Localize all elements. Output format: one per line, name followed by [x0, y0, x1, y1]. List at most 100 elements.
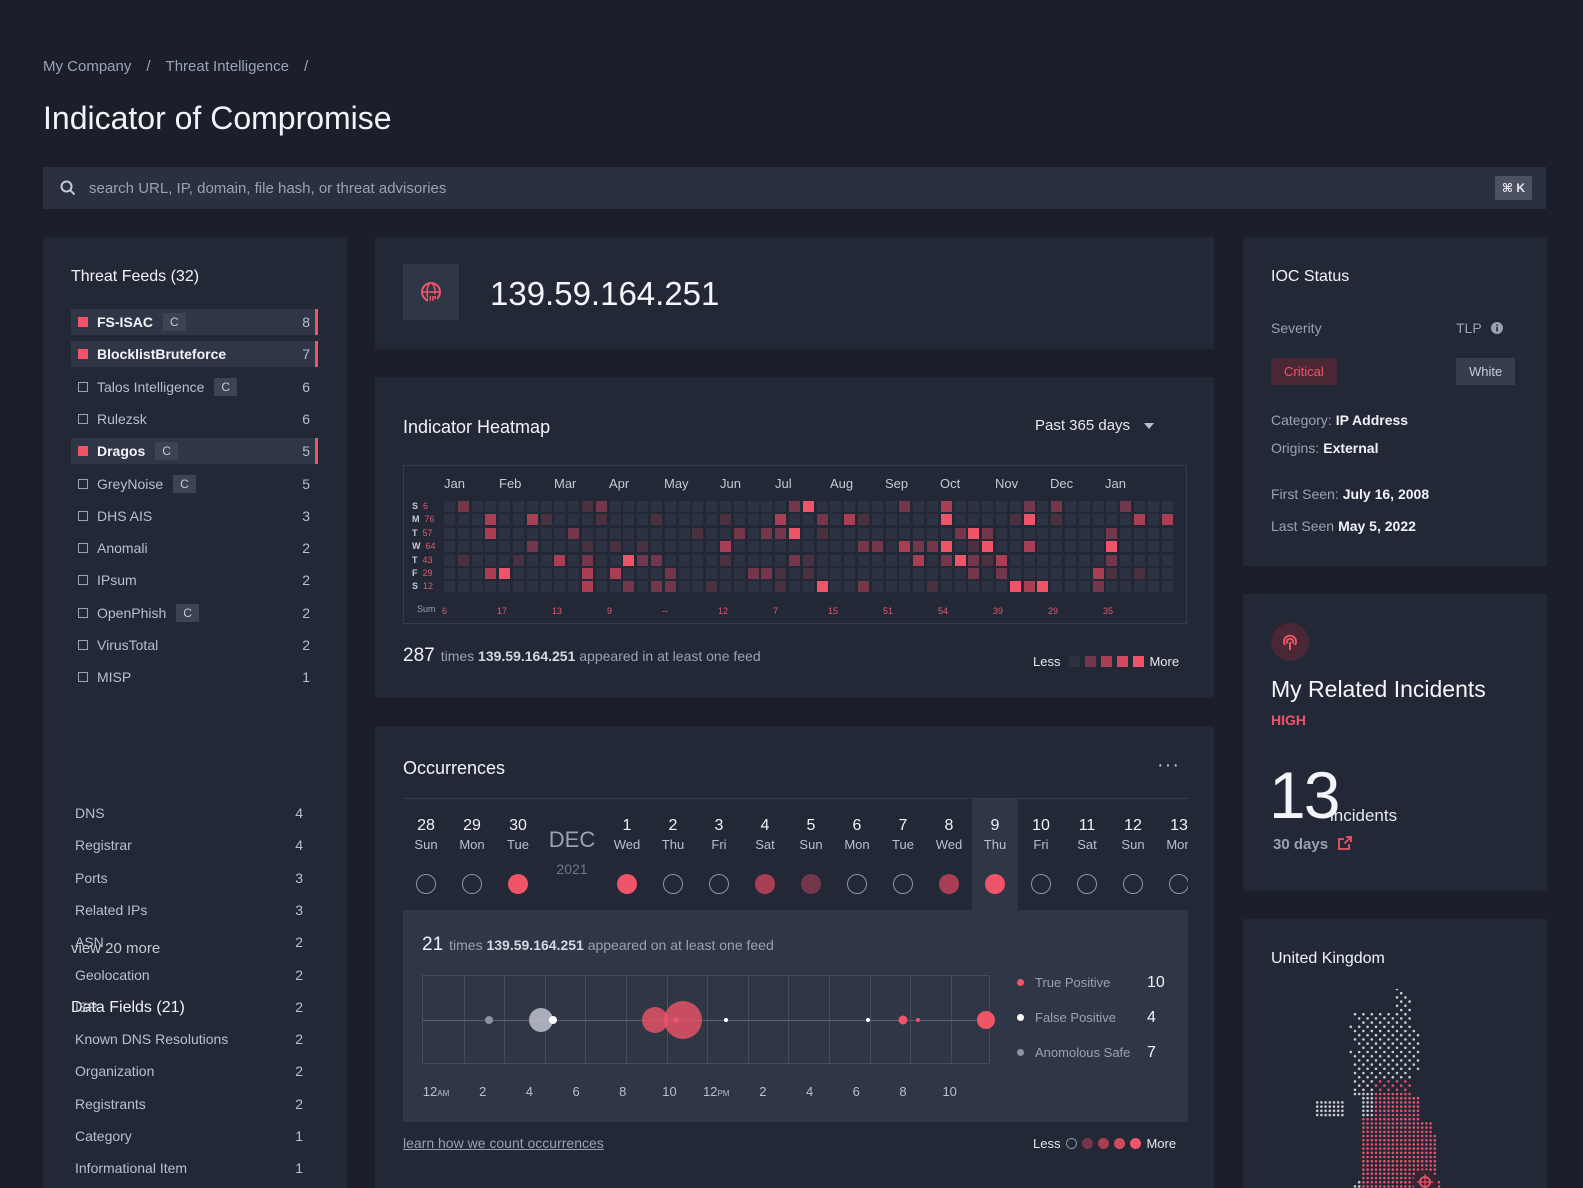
feed-checkbox[interactable] [78, 478, 88, 489]
heatmap-cell[interactable] [471, 514, 483, 526]
heatmap-cell[interactable] [1134, 568, 1145, 579]
heatmap-cell[interactable] [582, 527, 593, 539]
heatmap-cell[interactable] [526, 568, 538, 579]
heatmap-cell[interactable] [802, 501, 814, 512]
heatmap-cell[interactable] [678, 501, 690, 512]
heatmap-cell[interactable] [885, 568, 897, 579]
heatmap-cell[interactable] [1106, 527, 1118, 539]
heatmap-cell[interactable] [885, 541, 897, 553]
heatmap-cell[interactable] [1161, 501, 1173, 512]
heatmap-cell[interactable] [747, 541, 759, 553]
heatmap-cell[interactable] [664, 581, 676, 593]
heatmap-cell[interactable] [858, 527, 869, 539]
heatmap-cell[interactable] [1065, 514, 1076, 526]
heatmap-cell[interactable] [444, 514, 455, 526]
occurrence-dot[interactable] [893, 874, 913, 894]
heatmap-cell[interactable] [1023, 541, 1035, 553]
heatmap-cell[interactable] [582, 514, 593, 526]
day-column[interactable]: 5 Sun [788, 799, 834, 910]
heatmap-cell[interactable] [554, 527, 566, 539]
heatmap-cell[interactable] [692, 501, 704, 512]
heatmap-cell[interactable] [471, 541, 483, 553]
occurrence-bubble[interactable] [865, 1018, 870, 1022]
heatmap-cell[interactable] [651, 541, 662, 553]
heatmap-cell[interactable] [775, 514, 787, 526]
heatmap-cell[interactable] [761, 501, 773, 512]
heatmap-cell[interactable] [678, 514, 690, 526]
heatmap-cell[interactable] [637, 554, 649, 566]
heatmap-cell[interactable] [747, 527, 759, 539]
occurrence-dot[interactable] [939, 874, 959, 894]
occurrence-dot[interactable] [1123, 874, 1143, 894]
heatmap-cell[interactable] [913, 554, 925, 566]
occurrence-bubble[interactable] [673, 1017, 680, 1023]
heatmap-cell[interactable] [1147, 501, 1159, 512]
heatmap-cell[interactable] [513, 501, 524, 512]
feed-item[interactable]: Dragos C 5 [71, 438, 318, 465]
heatmap-cell[interactable] [623, 527, 635, 539]
heatmap-cell[interactable] [747, 554, 759, 566]
heatmap-cell[interactable] [444, 568, 455, 579]
heatmap-cell[interactable] [692, 527, 704, 539]
heatmap-cell[interactable] [940, 554, 952, 566]
more-menu-icon[interactable]: ··· [1157, 754, 1180, 776]
day-column[interactable]: 1 Wed [604, 799, 650, 910]
heatmap-cell[interactable] [595, 581, 607, 593]
heatmap-cell[interactable] [802, 541, 814, 553]
heatmap-cell[interactable] [664, 501, 676, 512]
occurrence-dot[interactable] [847, 874, 867, 894]
heatmap-cell[interactable] [651, 527, 662, 539]
heatmap-cell[interactable] [720, 554, 731, 566]
heatmap-cell[interactable] [1051, 541, 1063, 553]
heatmap-cell[interactable] [747, 501, 759, 512]
heatmap-cell[interactable] [1009, 501, 1021, 512]
feed-checkbox[interactable] [78, 672, 88, 683]
heatmap-cell[interactable] [1051, 568, 1063, 579]
heatmap-cell[interactable] [733, 501, 745, 512]
heatmap-cell[interactable] [1037, 554, 1049, 566]
heatmap-cell[interactable] [858, 568, 869, 579]
heatmap-cell[interactable] [1106, 554, 1118, 566]
heatmap-cell[interactable] [1106, 581, 1118, 593]
heatmap-cell[interactable] [996, 501, 1007, 512]
heatmap-cell[interactable] [664, 554, 676, 566]
heatmap-cell[interactable] [982, 541, 994, 553]
occurrence-dot[interactable] [755, 874, 775, 894]
data-field-item[interactable]: Registrar 4 [75, 837, 303, 853]
heatmap-cell[interactable] [637, 527, 649, 539]
heatmap-cell[interactable] [982, 581, 994, 593]
day-column[interactable]: 30 Tue [495, 799, 541, 910]
heatmap-cell[interactable] [513, 541, 524, 553]
data-field-item[interactable]: Ports 3 [75, 870, 303, 886]
heatmap-cell[interactable] [802, 554, 814, 566]
heatmap-cell[interactable] [499, 554, 511, 566]
feed-checkbox[interactable] [78, 381, 88, 392]
heatmap-cell[interactable] [844, 568, 856, 579]
heatmap-cell[interactable] [830, 541, 842, 553]
heatmap-cell[interactable] [954, 554, 966, 566]
search-input[interactable] [89, 167, 1469, 209]
heatmap-cell[interactable] [526, 581, 538, 593]
heatmap-cell[interactable] [968, 568, 980, 579]
heatmap-cell[interactable] [1078, 527, 1090, 539]
heatmap-cell[interactable] [1106, 541, 1118, 553]
heatmap-cell[interactable] [899, 527, 911, 539]
occurrence-dot[interactable] [1077, 874, 1097, 894]
heatmap-cell[interactable] [1134, 514, 1145, 526]
feed-item[interactable]: VirusTotal 2 [71, 632, 316, 658]
heatmap-cell[interactable] [871, 541, 883, 553]
heatmap-cell[interactable] [954, 541, 966, 553]
heatmap-cell[interactable] [1051, 514, 1063, 526]
heatmap-cell[interactable] [720, 581, 731, 593]
heatmap-cell[interactable] [844, 527, 856, 539]
heatmap-cell[interactable] [1051, 581, 1063, 593]
heatmap-cell[interactable] [540, 501, 552, 512]
heatmap-cell[interactable] [1092, 554, 1104, 566]
heatmap-cell[interactable] [637, 514, 649, 526]
heatmap-cell[interactable] [830, 501, 842, 512]
heatmap-cell[interactable] [775, 541, 787, 553]
heatmap-cell[interactable] [1078, 581, 1090, 593]
heatmap-cell[interactable] [789, 514, 800, 526]
heatmap-cell[interactable] [913, 568, 925, 579]
heatmap-cell[interactable] [775, 501, 787, 512]
